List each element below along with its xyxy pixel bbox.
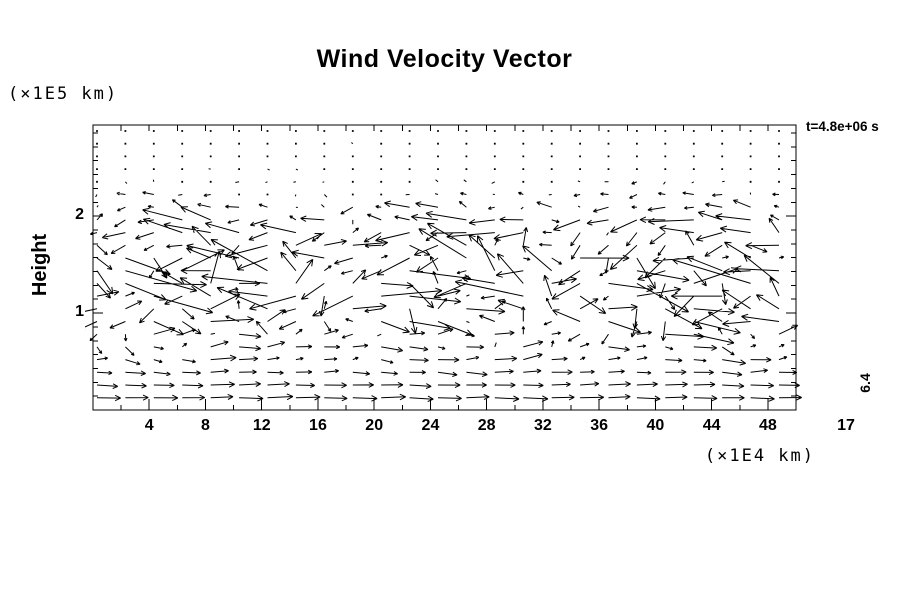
velocity-vectors bbox=[85, 142, 802, 402]
y-axis-unit-label: (×1E5 km) bbox=[8, 84, 119, 104]
x-tick-label: 4 bbox=[144, 417, 154, 434]
x-tick-label: 24 bbox=[421, 417, 440, 434]
x-tick-label: 44 bbox=[702, 417, 721, 434]
max-vector-annotation: 6.4 bbox=[857, 373, 873, 393]
x-tick-label: 36 bbox=[590, 417, 609, 434]
y-tick-label: 2 bbox=[75, 206, 84, 224]
time-annotation: t=4.8e+06 s bbox=[806, 119, 879, 134]
x-tick-label: 28 bbox=[477, 417, 496, 434]
x-axis-unit-label: (×1E4 km) bbox=[704, 446, 815, 466]
axis-ticks bbox=[93, 125, 796, 410]
y-axis-title: Height bbox=[29, 233, 51, 297]
y-tick-label: 1 bbox=[75, 303, 84, 321]
x-tick-label: 8 bbox=[201, 417, 210, 434]
zero-velocity-dots bbox=[96, 130, 780, 196]
x-tick-label: 20 bbox=[365, 417, 384, 434]
x-tick-label: 40 bbox=[646, 417, 665, 434]
chart-title: Wind Velocity Vector bbox=[316, 45, 573, 73]
x-tick-label: 48 bbox=[758, 417, 777, 434]
x-tick-label: 12 bbox=[252, 417, 271, 434]
x-tick-label: 16 bbox=[309, 417, 327, 434]
x-tick-label: 32 bbox=[534, 417, 552, 434]
plot-frame bbox=[92, 124, 797, 411]
frame-number-label: 17 bbox=[837, 417, 855, 434]
